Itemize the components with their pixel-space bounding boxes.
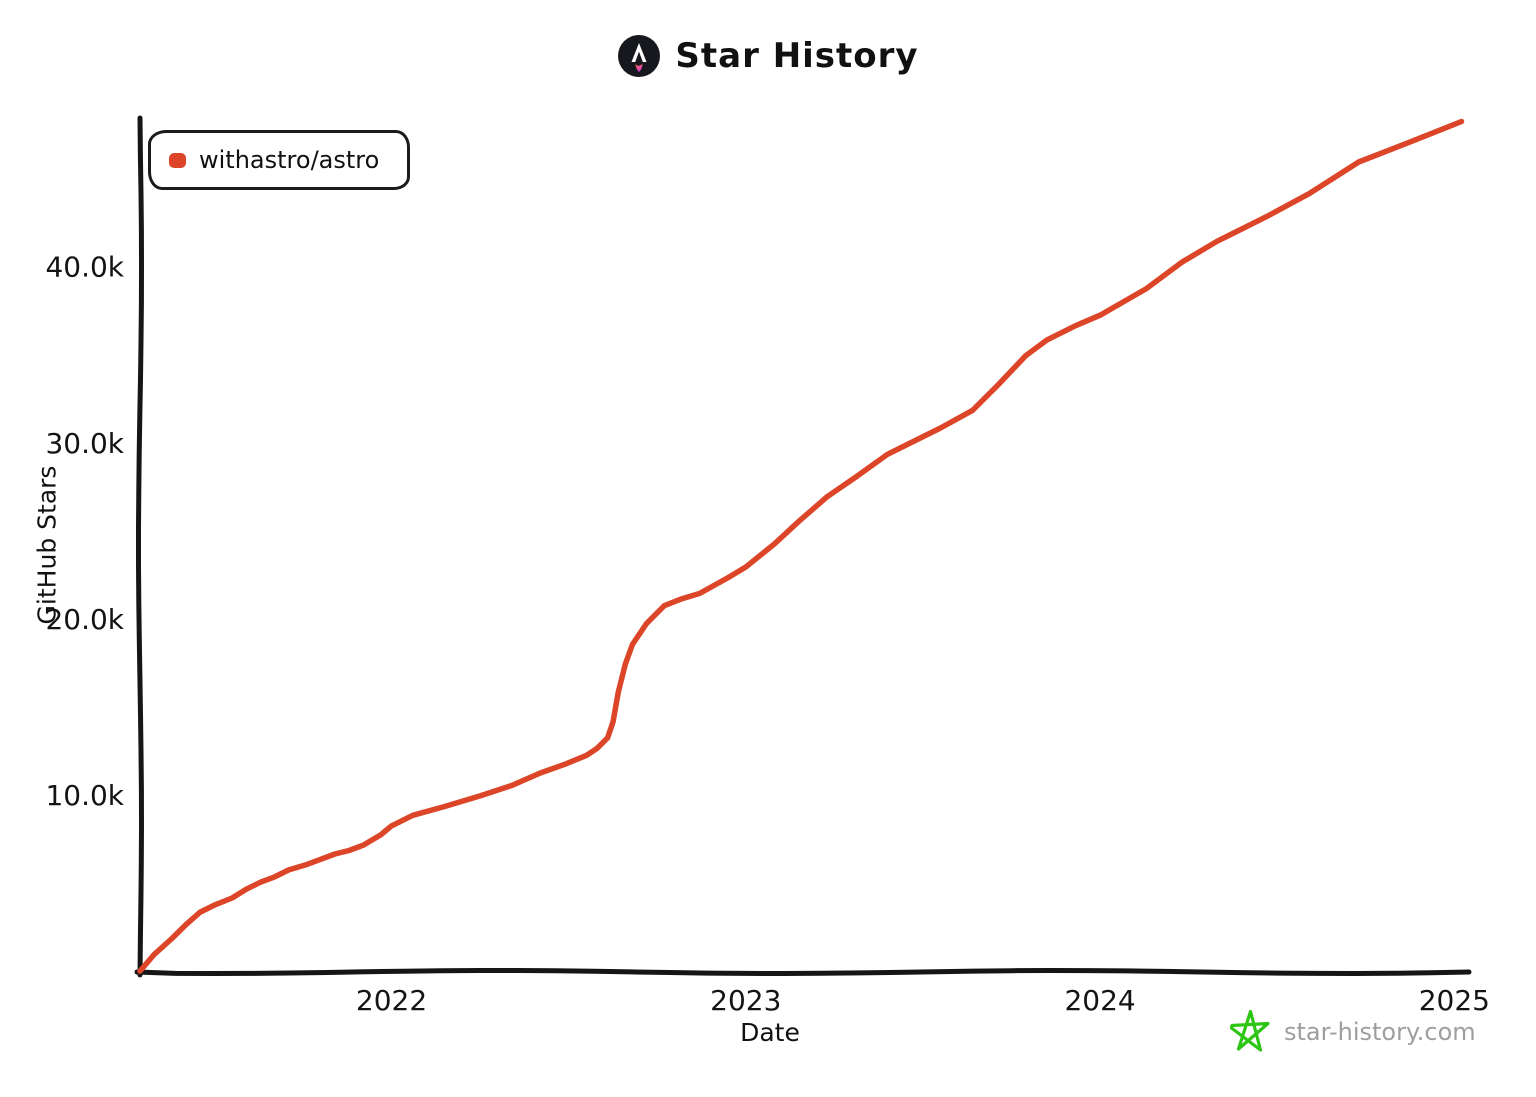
x-tick-label: 2024 (1064, 984, 1135, 1017)
legend-item-withastro-astro[interactable]: withastro/astro (169, 146, 379, 174)
watermark-link[interactable]: star-history.com (1228, 1008, 1476, 1056)
chart-header: Star History (0, 34, 1536, 78)
legend-series-marker (169, 152, 186, 168)
x-tick-label: 2025 (1419, 984, 1490, 1017)
x-axis-title: Date (740, 1018, 800, 1047)
y-axis-title: GitHub Stars (32, 465, 62, 625)
series-line-withastro-astro (137, 118, 1465, 974)
legend-series-label: withastro/astro (199, 146, 380, 174)
star-icon (1229, 1009, 1270, 1052)
y-tick-label: 20.0k (45, 603, 124, 636)
legend-box: withastro/astro (148, 130, 411, 190)
y-tick-label: 30.0k (45, 427, 124, 460)
y-tick-label: 40.0k (45, 251, 124, 284)
astro-logo-icon (618, 35, 661, 77)
y-tick-label: 10.0k (45, 779, 124, 812)
page-title: Star History (675, 36, 919, 76)
x-axis-line (134, 967, 1472, 977)
x-tick-label: 2022 (356, 984, 427, 1017)
y-axis-line (136, 115, 145, 978)
x-tick-label: 2023 (710, 984, 781, 1017)
watermark-text: star-history.com (1284, 1018, 1476, 1046)
